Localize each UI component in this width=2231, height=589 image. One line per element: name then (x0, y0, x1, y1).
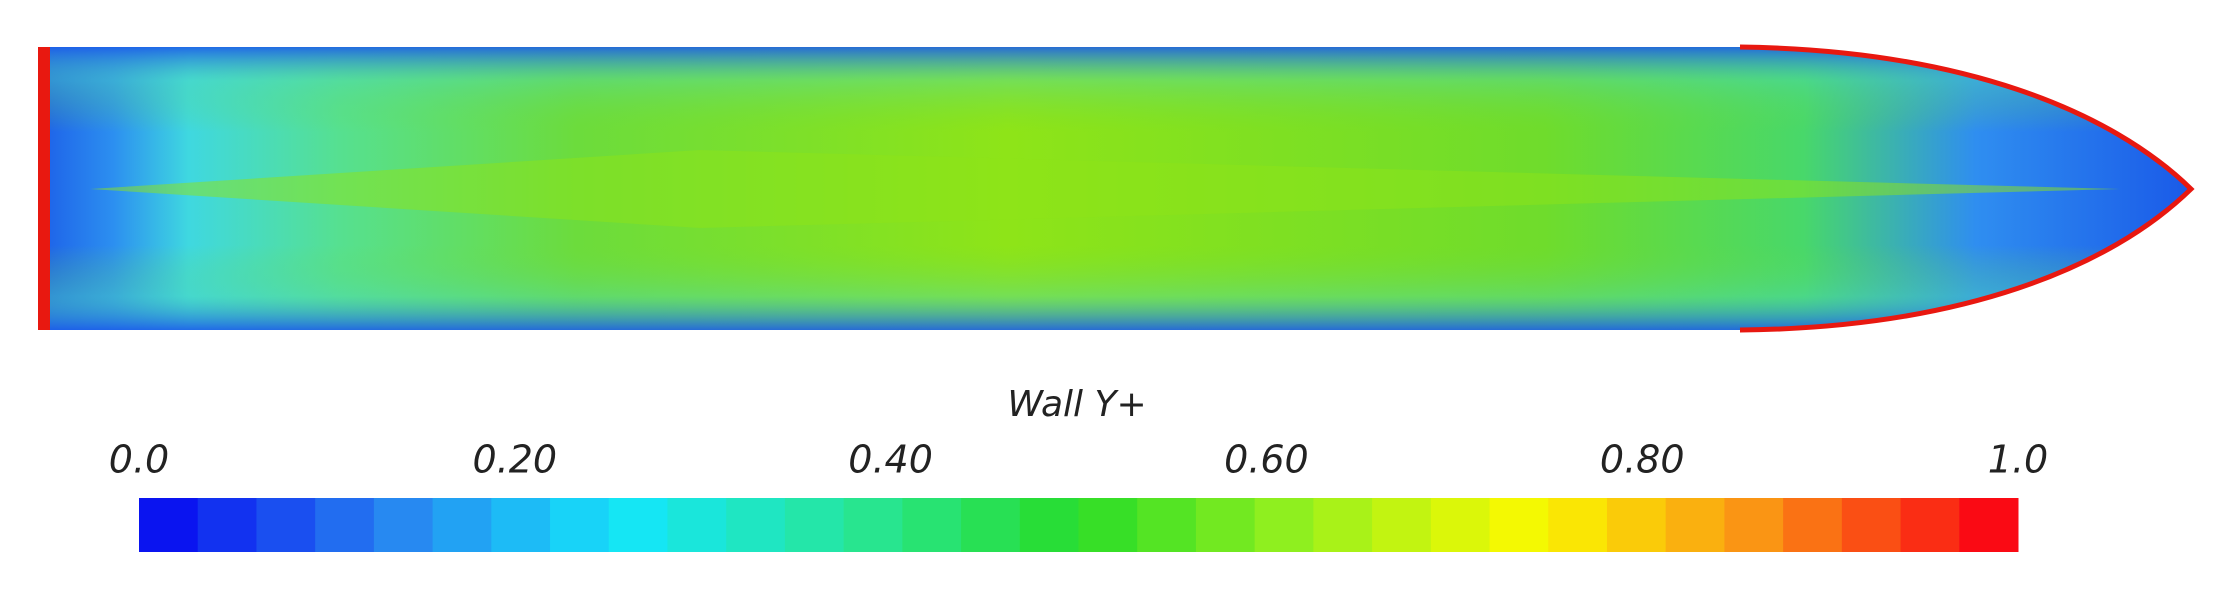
colorbar-tick-label: 0.20 (472, 438, 557, 482)
colorbar-band (961, 498, 1021, 552)
stern-edge (38, 47, 50, 330)
colorbar-band (1254, 498, 1314, 552)
colorbar-band (1724, 498, 1784, 552)
colorbar-band (1959, 498, 2019, 552)
colorbar-band (1489, 498, 1549, 552)
colorbar-band (1430, 498, 1491, 552)
colorbar-band (608, 498, 668, 552)
colorbar-tick-label: 0.80 (1600, 438, 1685, 482)
colorbar: 0.0 0.20 0.40 0.60 0.80 1.0 (109, 438, 2048, 552)
hull-center-band (90, 150, 2120, 228)
colorbar-band (1078, 498, 1138, 552)
colorbar-band (843, 498, 903, 552)
colorbar-band (139, 498, 199, 552)
colorbar-band (1665, 498, 1725, 552)
colorbar-tick-label: 1.0 (1988, 438, 2048, 482)
colorbar-band (1548, 498, 1608, 552)
colorbar-band (902, 498, 962, 552)
colorbar-band (1137, 498, 1197, 552)
colorbar-band (1313, 498, 1373, 552)
colorbar-band (1195, 498, 1256, 552)
colorbar-band (432, 498, 492, 552)
bow-edge (1739, 44, 2195, 333)
colorbar-band (1900, 498, 1960, 552)
colorbar-band (315, 498, 375, 552)
colorbar-band (373, 498, 434, 552)
colorbar-band (491, 498, 551, 552)
colorbar-title: Wall Y+ (1007, 384, 1146, 425)
colorbar-band (197, 498, 257, 552)
colorbar-band (667, 498, 727, 552)
colorbar-band (1841, 498, 1902, 552)
colorbar-tick-label: 0.60 (1224, 438, 1309, 482)
colorbar-tick-label: 0.0 (109, 438, 169, 482)
colorbar-tick-label: 0.40 (848, 438, 933, 482)
colorbar-band (1783, 498, 1843, 552)
colorbar-band (1372, 498, 1432, 552)
colorbar-band (726, 498, 786, 552)
colorbar-band (1019, 498, 1079, 552)
colorbar-band (784, 498, 845, 552)
colorbar-band (550, 498, 610, 552)
colorbar-band (1606, 498, 1667, 552)
colorbar-band (256, 498, 316, 552)
hull-contour (38, 44, 2195, 333)
